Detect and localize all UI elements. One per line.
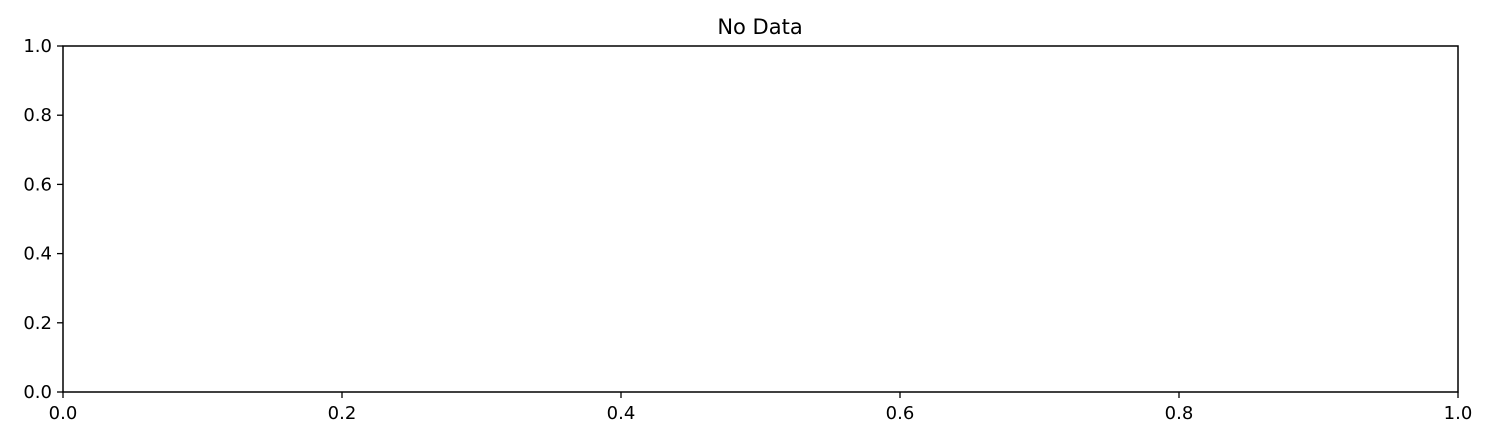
x-tick-label: 0.0 xyxy=(49,403,78,424)
x-tick-label: 0.6 xyxy=(886,403,915,424)
y-tick-label: 0.4 xyxy=(23,244,52,265)
y-tick-label: 1.0 xyxy=(23,36,52,57)
y-tick-label: 0.0 xyxy=(23,382,52,403)
x-tick-label: 0.8 xyxy=(1165,403,1194,424)
x-tick-label: 0.4 xyxy=(607,403,636,424)
x-tick-label: 0.2 xyxy=(328,403,357,424)
y-tick-label: 0.2 xyxy=(23,313,52,334)
x-axis: 0.0 0.2 0.4 0.6 0.8 1.0 xyxy=(49,392,1473,424)
y-axis: 0.0 0.2 0.4 0.6 0.8 1.0 xyxy=(23,36,63,403)
y-tick-label: 0.8 xyxy=(23,105,52,126)
plot-area-frame xyxy=(62,45,1459,393)
x-tick-label: 1.0 xyxy=(1444,403,1473,424)
y-tick-label: 0.6 xyxy=(23,174,52,195)
chart-title: No Data xyxy=(717,15,802,39)
